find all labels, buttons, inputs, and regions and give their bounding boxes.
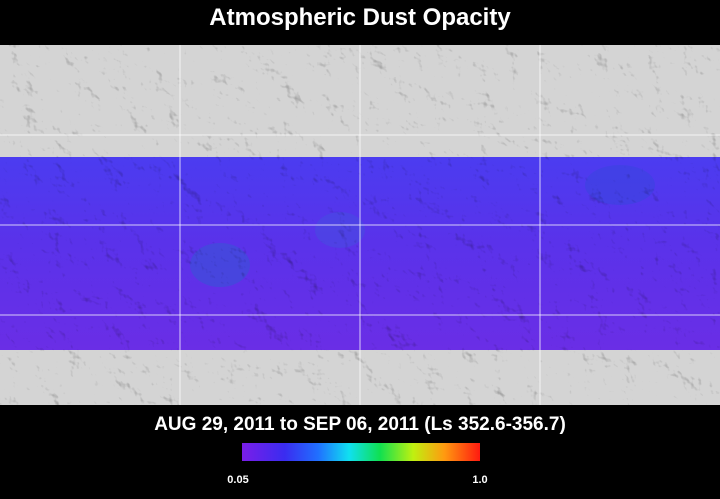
map [0, 45, 720, 405]
colorbar [242, 443, 480, 461]
date-range: AUG 29, 2011 to SEP 06, 2011 (Ls 352.6-3… [154, 414, 566, 435]
title: Atmospheric Dust Opacity [209, 4, 511, 31]
grid [0, 45, 720, 405]
colorbar-min-label: 0.05 [227, 474, 248, 486]
colorbar-max-label: 1.0 [472, 474, 487, 486]
